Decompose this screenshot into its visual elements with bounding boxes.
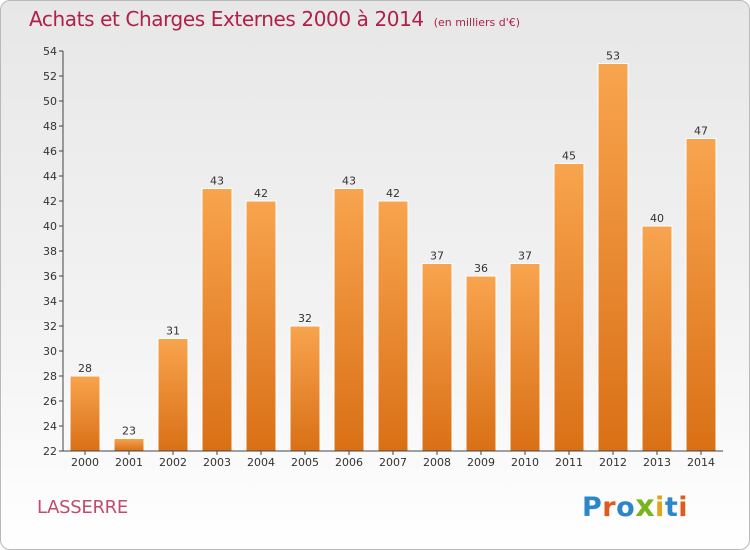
bar-2003 [201,188,233,452]
x-tick-label-2005: 2005 [291,456,319,469]
y-tick-label: 50 [43,95,57,108]
x-tick-label-2001: 2001 [115,456,143,469]
y-tick-label: 30 [43,345,57,358]
bar-2007 [377,200,409,452]
data-label-2010: 37 [518,250,532,263]
bar-2013 [641,225,673,452]
x-axis: 2000 2001 2002 2003 2004 2005 2006 2007 2008 2009… [63,450,723,469]
bars: 28 23 31 43 42 32 43 42 37 36 37 45 53 40 47 [69,50,717,452]
bar-2001 [113,438,145,452]
y-tick-label: 42 [43,195,57,208]
data-label-2008: 37 [430,250,444,263]
chart-title-unit: (en milliers d'€) [433,16,521,29]
y-tick-label: 24 [43,420,57,433]
bar-2006 [333,188,365,452]
bar-2004 [245,200,277,452]
y-tick-label: 48 [43,120,57,133]
logo-letter: x [635,489,656,524]
data-label-2003: 43 [210,175,224,188]
logo-letter: i [678,492,688,523]
data-label-2011: 45 [562,150,576,163]
y-tick-label: 36 [43,270,57,283]
logo-letter: r [602,492,617,523]
bar-2011 [553,163,585,452]
data-label-2004: 42 [254,187,268,200]
x-tick-label-2006: 2006 [335,456,363,469]
y-tick-label: 32 [43,320,57,333]
chart-title-main: Achats et Charges Externes 2000 à 2014 [29,7,424,31]
bar-2014 [685,138,717,452]
y-tick-label: 40 [43,220,57,233]
logo-letter: o [616,492,636,523]
y-tick-label: 26 [43,395,57,408]
data-label-2007: 42 [386,187,400,200]
x-tick-label-2007: 2007 [379,456,407,469]
data-label-2013: 40 [650,212,664,225]
y-tick-label: 46 [43,145,57,158]
x-tick-label-2013: 2013 [643,456,671,469]
x-tick-label-2003: 2003 [203,456,231,469]
x-tick-label-2012: 2012 [599,456,627,469]
y-tick-label: 38 [43,245,57,258]
x-tick-label-2014: 2014 [687,456,715,469]
bar-2010 [509,263,541,452]
commune-name: LASSERRE [37,497,128,518]
x-tick-label-2009: 2009 [467,456,495,469]
x-tick-label-2010: 2010 [511,456,539,469]
x-tick-label-2000: 2000 [71,456,99,469]
proxiti-logo: Proxiti [582,489,688,524]
data-label-2002: 31 [166,325,180,338]
bar-2005 [289,325,321,452]
bar-2012 [597,63,629,452]
x-tick-label-2011: 2011 [555,456,583,469]
y-tick-label: 34 [43,295,57,308]
x-tick-label-2002: 2002 [159,456,187,469]
y-axis: 22 24 26 28 30 32 34 36 38 40 42 44 46 48 50 52 54 [43,45,64,458]
data-label-2005: 32 [298,312,312,325]
y-tick-label: 22 [43,445,57,458]
x-tick-label-2008: 2008 [423,456,451,469]
bar-2009 [465,275,497,452]
x-tick-label-2004: 2004 [247,456,275,469]
data-label-2001: 23 [122,425,136,438]
y-tick-label: 28 [43,370,57,383]
y-tick-label: 54 [43,45,57,58]
data-label-2000: 28 [78,362,92,375]
bar-2000 [69,375,101,452]
logo-letter: i [655,492,665,523]
data-label-2012: 53 [606,50,620,63]
logo-letter: P [582,492,603,523]
logo-letter: t [664,492,679,523]
bar-2008 [421,263,453,452]
y-tick-label: 44 [43,170,57,183]
data-label-2006: 43 [342,175,356,188]
data-label-2014: 47 [694,125,708,138]
chart-title: Achats et Charges Externes 2000 à 2014 (e… [29,7,520,31]
data-label-2009: 36 [474,262,488,275]
bar-2002 [157,338,189,452]
y-tick-label: 52 [43,70,57,83]
